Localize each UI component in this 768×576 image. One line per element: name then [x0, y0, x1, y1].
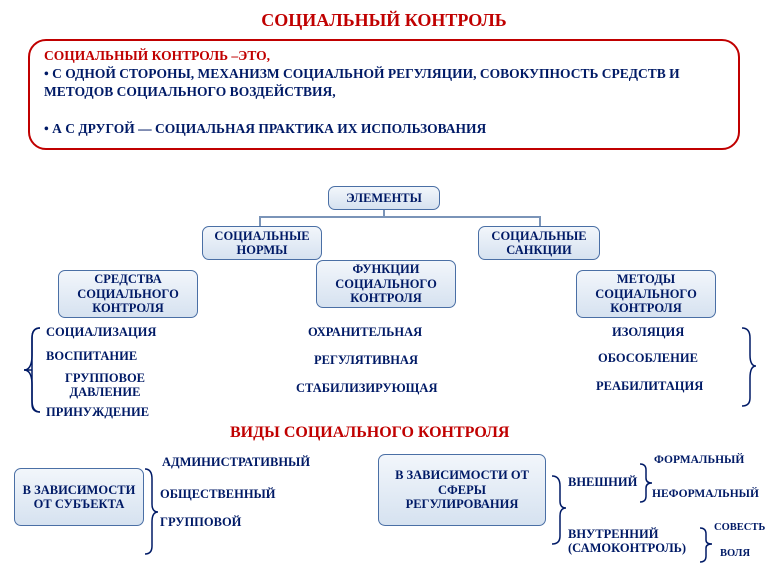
func-item-0: ОХРАНИТЕЛЬНАЯ [308, 326, 422, 340]
means-item-1: ВОСПИТАНИЕ [46, 350, 137, 364]
definition-line2: А С ДРУГОЙ — СОЦИАЛЬНАЯ ПРАКТИКА ИХ ИСПО… [52, 121, 486, 136]
meth-item-1: ОБОСОБЛЕНИЕ [598, 352, 698, 366]
func-item-1: РЕГУЛЯТИВНАЯ [314, 354, 418, 368]
subj-item-0: АДМИНИСТРАТИВНЫЙ [162, 456, 310, 470]
definition-lead: СОЦИАЛЬНЫЙ КОНТРОЛЬ –ЭТО, [44, 48, 270, 63]
node-by-subject: В ЗАВИСИМОСТИ ОТ СУБЪЕКТА [14, 468, 144, 526]
types-subheading: ВИДЫ СОЦИАЛЬНОГО КОНТРОЛЯ [230, 424, 509, 442]
means-item-0: СОЦИАЛИЗАЦИЯ [46, 326, 156, 340]
node-sanctions: СОЦИАЛЬНЫЕ САНКЦИИ [478, 226, 600, 260]
sphere-ext-formal: ФОРМАЛЬНЫЙ [654, 454, 744, 467]
sphere-int-will: ВОЛЯ [720, 548, 750, 560]
sphere-int-conscience: СОВЕСТЬ [714, 522, 765, 534]
func-item-2: СТАБИЛИЗИРУЮЩАЯ [296, 382, 437, 396]
node-functions: ФУНКЦИИ СОЦИАЛЬНОГО КОНТРОЛЯ [316, 260, 456, 308]
node-elements: ЭЛЕМЕНТЫ [328, 186, 440, 210]
node-methods: МЕТОДЫ СОЦИАЛЬНОГО КОНТРОЛЯ [576, 270, 716, 318]
sphere-internal: ВНУТРЕННИЙ (САМОКОНТРОЛЬ) [568, 528, 708, 556]
meth-item-0: ИЗОЛЯЦИЯ [612, 326, 684, 340]
sphere-ext-informal: НЕФОРМАЛЬНЫЙ [652, 488, 759, 501]
meth-item-2: РЕАБИЛИТАЦИЯ [596, 380, 703, 394]
sphere-external: ВНЕШНИЙ [568, 476, 637, 490]
node-norms: СОЦИАЛЬНЫЕ НОРМЫ [202, 226, 322, 260]
subj-item-2: ГРУППОВОЙ [160, 516, 241, 530]
definition-line1: С ОДНОЙ СТОРОНЫ, МЕХАНИЗМ СОЦИАЛЬНОЙ РЕГ… [44, 66, 680, 99]
node-means: СРЕДСТВА СОЦИАЛЬНОГО КОНТРОЛЯ [58, 270, 198, 318]
means-item-3: ПРИНУЖДЕНИЕ [46, 406, 149, 420]
definition-box: СОЦИАЛЬНЫЙ КОНТРОЛЬ –ЭТО, • С ОДНОЙ СТОР… [28, 39, 740, 150]
means-item-2: ГРУППОВОЕ ДАВЛЕНИЕ [50, 372, 160, 400]
node-by-sphere: В ЗАВИСИМОСТИ ОТ СФЕРЫ РЕГУЛИРОВАНИЯ [378, 454, 546, 526]
page-title: СОЦИАЛЬНЫЙ КОНТРОЛЬ [0, 0, 768, 31]
subj-item-1: ОБЩЕСТВЕННЫЙ [160, 488, 276, 502]
